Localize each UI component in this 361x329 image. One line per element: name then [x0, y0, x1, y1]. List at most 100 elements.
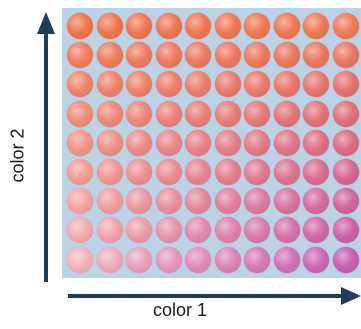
- well: [332, 129, 359, 156]
- well: [126, 246, 152, 273]
- well: [96, 71, 123, 98]
- well: [96, 159, 123, 185]
- well: [185, 42, 211, 69]
- well: [214, 188, 241, 215]
- well: [155, 246, 182, 273]
- well: [67, 246, 93, 273]
- well: [273, 13, 300, 39]
- well: [214, 100, 241, 127]
- well: [185, 71, 211, 98]
- well: [185, 13, 211, 39]
- well: [303, 217, 329, 244]
- well: [214, 71, 241, 98]
- well: [332, 159, 359, 185]
- x-axis-arrow-icon: [341, 287, 361, 305]
- y-axis-label: color 2: [7, 128, 28, 183]
- y-axis: [37, 12, 55, 282]
- well-plate: [62, 8, 361, 278]
- well: [244, 217, 270, 244]
- well: [273, 42, 300, 69]
- well: [332, 71, 359, 98]
- well: [126, 13, 152, 39]
- well: [67, 188, 93, 215]
- well: [214, 217, 241, 244]
- well: [155, 188, 182, 215]
- well: [273, 129, 300, 156]
- well: [126, 100, 152, 127]
- well: [96, 188, 123, 215]
- well: [96, 13, 123, 39]
- well: [214, 42, 241, 69]
- well: [96, 129, 123, 156]
- well: [303, 42, 329, 69]
- well: [67, 100, 93, 127]
- well: [273, 217, 300, 244]
- y-axis-arrow-icon: [37, 12, 55, 34]
- well: [303, 100, 329, 127]
- well: [185, 246, 211, 273]
- well: [155, 217, 182, 244]
- well: [185, 159, 211, 185]
- well: [126, 217, 152, 244]
- well: [155, 100, 182, 127]
- x-axis-label: color 1: [152, 300, 208, 320]
- well: [155, 129, 182, 156]
- well: [67, 129, 93, 156]
- well: [126, 159, 152, 185]
- well: [244, 100, 270, 127]
- well: [303, 159, 329, 185]
- well: [185, 188, 211, 215]
- well: [126, 188, 152, 215]
- well: [332, 217, 359, 244]
- well: [96, 42, 123, 69]
- well: [244, 42, 270, 69]
- well: [185, 129, 211, 156]
- well: [273, 159, 300, 185]
- well: [303, 129, 329, 156]
- well: [67, 71, 93, 98]
- well: [96, 217, 123, 244]
- well: [244, 159, 270, 185]
- well: [155, 71, 182, 98]
- well: [96, 100, 123, 127]
- well: [244, 129, 270, 156]
- well: [332, 188, 359, 215]
- well: [332, 13, 359, 39]
- well: [67, 13, 93, 39]
- well: [244, 71, 270, 98]
- well: [126, 71, 152, 98]
- well: [214, 13, 241, 39]
- well: [126, 42, 152, 69]
- well: [244, 13, 270, 39]
- well: [244, 246, 270, 273]
- well: [244, 188, 270, 215]
- well: [185, 100, 211, 127]
- well: [273, 188, 300, 215]
- well: [214, 159, 241, 185]
- well: [214, 129, 241, 156]
- well-grid: [62, 8, 361, 278]
- well: [214, 246, 241, 273]
- well: [96, 246, 123, 273]
- well: [155, 42, 182, 69]
- well: [332, 42, 359, 69]
- well: [303, 246, 329, 273]
- well: [126, 129, 152, 156]
- well: [303, 71, 329, 98]
- well: [273, 100, 300, 127]
- well: [155, 13, 182, 39]
- well: [332, 246, 359, 273]
- well: [185, 217, 211, 244]
- well: [67, 42, 93, 69]
- well: [67, 159, 93, 185]
- well: [303, 13, 329, 39]
- x-axis: [68, 287, 361, 305]
- well: [67, 217, 93, 244]
- well: [155, 159, 182, 185]
- well: [332, 100, 359, 127]
- well: [303, 188, 329, 215]
- well: [273, 71, 300, 98]
- well: [273, 246, 300, 273]
